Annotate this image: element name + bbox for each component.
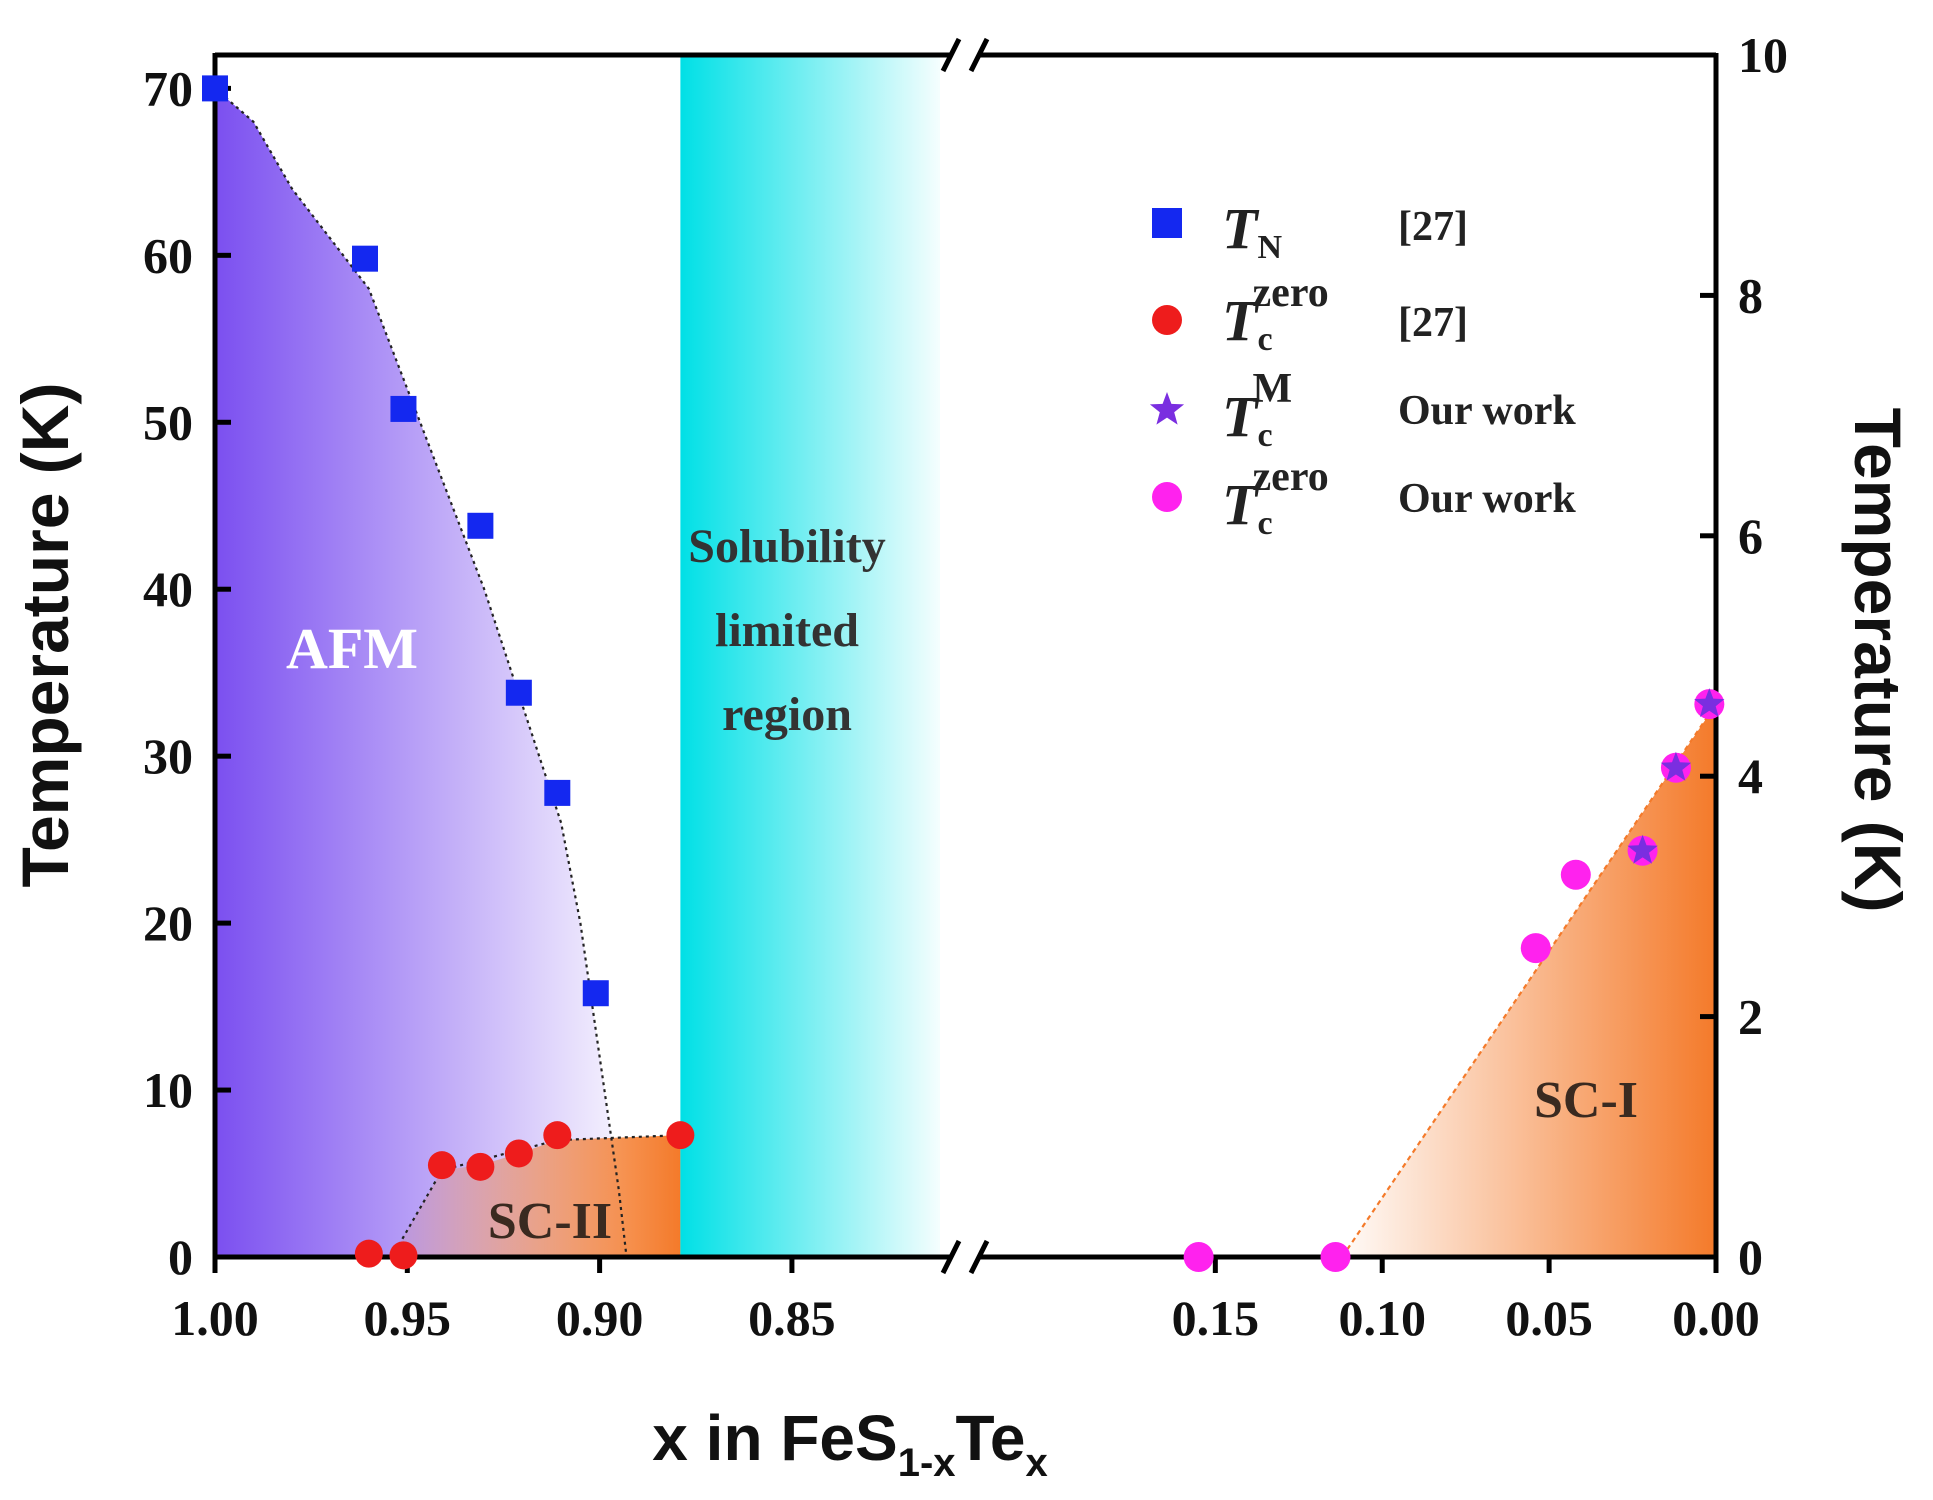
afm-region <box>215 88 627 1257</box>
tn-data-point <box>467 512 494 539</box>
tc-zero-ours-data-point <box>1520 933 1551 964</box>
axis-break-mark <box>968 37 990 73</box>
solubility-label-line-1: Solubility <box>688 520 885 573</box>
legend: TN [27] Tczero [27] TcM Our work Tczero … <box>1149 196 1576 542</box>
legend-marker-tn <box>1152 208 1182 238</box>
y-left-tick-label: 70 <box>143 60 193 116</box>
x-left-tick-label: 0.85 <box>748 1290 836 1346</box>
y-left-tick-label: 60 <box>143 227 193 283</box>
tc-zero-ours-data-point <box>1183 1242 1214 1272</box>
tc-zero-ref-data-point <box>543 1121 572 1150</box>
afm-label: AFM <box>286 616 418 681</box>
legend-source-tc-m: Our work <box>1398 388 1576 434</box>
x-right-tick-label: 0.15 <box>1172 1290 1260 1346</box>
x-right-tick-label: 0.00 <box>1672 1290 1760 1346</box>
solubility-region <box>680 55 940 1257</box>
solubility-label-line-2: limited <box>715 604 859 657</box>
sc2-region <box>391 1135 681 1257</box>
y-right-tick-label: 0 <box>1738 1229 1763 1285</box>
legend-label-tn: TN <box>1222 196 1282 266</box>
tc-m-data-point <box>1694 688 1725 717</box>
axis-break-mark <box>940 1239 962 1275</box>
sc1-label: SC-I <box>1534 1072 1638 1129</box>
legend-marker-tc-m <box>1149 392 1185 425</box>
x-left-tick-label: 1.00 <box>171 1290 259 1346</box>
axis-break-mark <box>940 37 962 73</box>
legend-marker-tc-zero-ours <box>1152 482 1182 512</box>
solubility-label-line-3: region <box>722 688 852 741</box>
tc-m-data-point <box>1627 834 1658 864</box>
tc-zero-ref-data-point <box>666 1121 695 1150</box>
tn-data-point <box>352 245 378 272</box>
legend-source-tc-zero-ref: [27] <box>1398 300 1468 346</box>
y-right-tick-label: 10 <box>1738 27 1788 83</box>
y-left-tick-label: 0 <box>168 1229 193 1285</box>
y-left-tick-label: 10 <box>143 1062 193 1118</box>
tc-zero-ref-data-point <box>466 1152 495 1181</box>
legend-marker-tc-zero-ref <box>1152 305 1182 335</box>
legend-label-tc-zero-ref: Tczero <box>1222 270 1329 358</box>
legend-label-tc-m: TcM <box>1222 366 1292 454</box>
x-right-tick-label: 0.05 <box>1505 1290 1593 1346</box>
legend-label-tc-zero-ours: Tczero <box>1222 454 1329 542</box>
tn-data-point <box>544 779 571 806</box>
tc-zero-ours-data-point <box>1320 1242 1351 1272</box>
sc2-boundary-line <box>390 1134 681 1258</box>
x-axis-title: x in FeS1-xTex <box>652 1402 1047 1485</box>
sc2-label: SC-II <box>488 1193 612 1250</box>
tc-zero-ref-data-point <box>354 1239 383 1268</box>
axis-break-mark <box>968 1239 990 1275</box>
tn-data-point <box>202 75 228 102</box>
tc-zero-ref-data-point <box>389 1241 418 1270</box>
y-left-tick-label: 40 <box>143 561 193 617</box>
y-left-tick-label: 30 <box>143 728 193 784</box>
y-right-tick-label: 2 <box>1738 989 1763 1045</box>
legend-source-tc-zero-ours: Our work <box>1398 476 1576 522</box>
x-left-tick-label: 0.90 <box>556 1290 644 1346</box>
tc-zero-ours-data-point <box>1560 859 1591 890</box>
x-left-tick-label: 0.95 <box>364 1290 452 1346</box>
sc1-boundary-line <box>1341 703 1717 1258</box>
y-left-tick-label: 20 <box>143 895 193 951</box>
y-axis-right-title: Temperature (K) <box>1841 408 1915 913</box>
x-right-tick-label: 0.10 <box>1338 1290 1426 1346</box>
afm-boundary-line <box>214 87 628 1258</box>
tc-zero-ref-data-point <box>427 1151 456 1180</box>
y-right-tick-label: 8 <box>1738 267 1763 323</box>
y-right-tick-label: 4 <box>1738 748 1763 804</box>
y-right-tick-label: 6 <box>1738 508 1763 564</box>
tc-zero-ref-data-point <box>504 1139 533 1168</box>
y-axis-left-title: Temperature (K) <box>8 383 82 888</box>
tn-data-point <box>505 679 532 706</box>
y-left-tick-label: 50 <box>143 394 193 450</box>
tc-m-data-point <box>1660 751 1692 781</box>
tn-data-point <box>390 395 417 422</box>
legend-source-tn: [27] <box>1398 204 1468 250</box>
tn-data-point <box>582 980 609 1007</box>
